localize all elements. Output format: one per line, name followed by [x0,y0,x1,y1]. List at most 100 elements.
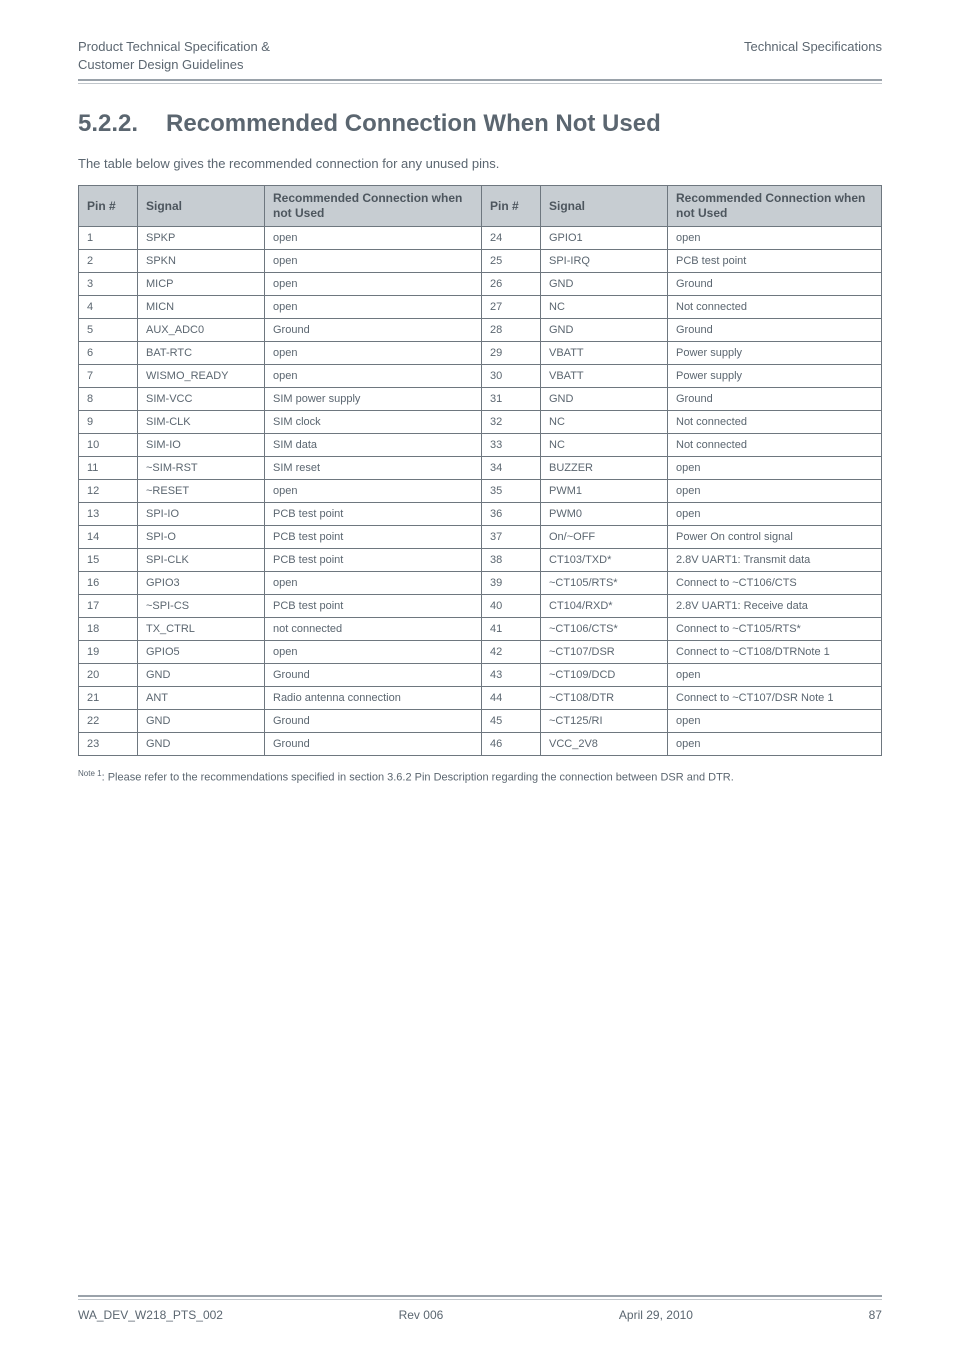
table-row: 14SPI-OPCB test point37On/~OFFPower On c… [79,526,882,549]
table-cell: GND [541,388,668,411]
table-row: 10SIM-IOSIM data33NCNot connected [79,434,882,457]
table-cell: SIM power supply [265,388,482,411]
table-cell: Not connected [668,434,882,457]
table-cell: 7 [79,365,138,388]
header-right: Technical Specifications [744,38,882,73]
table-cell: SIM-VCC [138,388,265,411]
table-cell: ~SPI-CS [138,595,265,618]
table-cell: 29 [482,342,541,365]
table-cell: 45 [482,710,541,733]
table-cell: CT103/TXD* [541,549,668,572]
footer-rule-thin [78,1299,882,1300]
table-cell: Ground [265,664,482,687]
table-header-row: Pin # Signal Recommended Connection when… [79,186,882,227]
table-cell: Power supply [668,342,882,365]
table-cell: Ground [668,319,882,342]
table-cell: Connect to ~CT108/DTRNote 1 [668,641,882,664]
table-cell: 8 [79,388,138,411]
footer-page: 87 [869,1308,882,1322]
table-cell: SPI-IRQ [541,250,668,273]
table-cell: 40 [482,595,541,618]
table-cell: 10 [79,434,138,457]
page-header: Product Technical Specification & Custom… [78,38,882,73]
col-signal-1: Signal [138,186,265,227]
table-row: 12~RESETopen35PWM1open [79,480,882,503]
table-cell: 41 [482,618,541,641]
table-cell: open [265,572,482,595]
table-cell: PCB test point [668,250,882,273]
table-cell: AUX_ADC0 [138,319,265,342]
table-cell: VBATT [541,365,668,388]
table-row: 22GNDGround45~CT125/RIopen [79,710,882,733]
table-cell: open [265,641,482,664]
table-cell: 2.8V UART1: Transmit data [668,549,882,572]
footer-date: April 29, 2010 [619,1308,693,1322]
table-row: 13SPI-IOPCB test point36PWM0open [79,503,882,526]
table-cell: not connected [265,618,482,641]
table-cell: Not connected [668,411,882,434]
table-row: 16GPIO3open39~CT105/RTS*Connect to ~CT10… [79,572,882,595]
table-cell: 14 [79,526,138,549]
table-cell: ~CT105/RTS* [541,572,668,595]
table-cell: open [265,296,482,319]
table-cell: PWM1 [541,480,668,503]
table-cell: ~CT109/DCD [541,664,668,687]
table-cell: SPI-IO [138,503,265,526]
table-cell: 9 [79,411,138,434]
table-cell: open [265,342,482,365]
table-cell: 21 [79,687,138,710]
table-cell: 46 [482,733,541,756]
table-row: 17~SPI-CSPCB test point40CT104/RXD*2.8V … [79,595,882,618]
section-number: 5.2.2. [78,110,138,138]
table-row: 23GNDGround46VCC_2V8open [79,733,882,756]
table-cell: open [265,365,482,388]
table-cell: 20 [79,664,138,687]
table-row: 2SPKNopen25SPI-IRQPCB test point [79,250,882,273]
table-cell: open [668,664,882,687]
table-cell: MICN [138,296,265,319]
table-cell: Connect to ~CT106/CTS [668,572,882,595]
table-cell: SPKN [138,250,265,273]
footnote: Note 1: Please refer to the recommendati… [78,768,882,786]
table-cell: GND [541,273,668,296]
table-cell: 42 [482,641,541,664]
table-cell: Ground [668,388,882,411]
table-cell: 28 [482,319,541,342]
table-cell: 17 [79,595,138,618]
table-cell: ANT [138,687,265,710]
table-row: 7WISMO_READYopen30VBATTPower supply [79,365,882,388]
table-row: 5AUX_ADC0Ground28GNDGround [79,319,882,342]
table-cell: 1 [79,227,138,250]
table-row: 18TX_CTRLnot connected41~CT106/CTS*Conne… [79,618,882,641]
table-cell: 19 [79,641,138,664]
table-row: 6BAT-RTCopen29VBATTPower supply [79,342,882,365]
table-cell: open [668,710,882,733]
footnote-marker: Note 1 [78,769,102,778]
table-cell: 27 [482,296,541,319]
table-cell: ~CT106/CTS* [541,618,668,641]
table-cell: GND [138,664,265,687]
table-cell: WISMO_READY [138,365,265,388]
table-cell: SIM-CLK [138,411,265,434]
table-cell: Connect to ~CT107/DSR Note 1 [668,687,882,710]
table-cell: open [265,227,482,250]
table-cell: SPI-CLK [138,549,265,572]
section-heading: 5.2.2.Recommended Connection When Not Us… [78,110,882,138]
table-cell: BAT-RTC [138,342,265,365]
table-row: 15SPI-CLKPCB test point38CT103/TXD*2.8V … [79,549,882,572]
table-cell: 23 [79,733,138,756]
table-cell: 2.8V UART1: Receive data [668,595,882,618]
table-cell: 6 [79,342,138,365]
table-row: 19GPIO5open42~CT107/DSRConnect to ~CT108… [79,641,882,664]
table-cell: open [265,480,482,503]
col-rec-1: Recommended Connection when not Used [265,186,482,227]
col-pin-1: Pin # [79,186,138,227]
table-cell: 26 [482,273,541,296]
table-cell: 5 [79,319,138,342]
table-cell: 38 [482,549,541,572]
table-cell: ~SIM-RST [138,457,265,480]
intro-text: The table below gives the recommended co… [78,156,882,171]
table-cell: SPI-O [138,526,265,549]
table-cell: GND [541,319,668,342]
table-cell: Ground [265,733,482,756]
